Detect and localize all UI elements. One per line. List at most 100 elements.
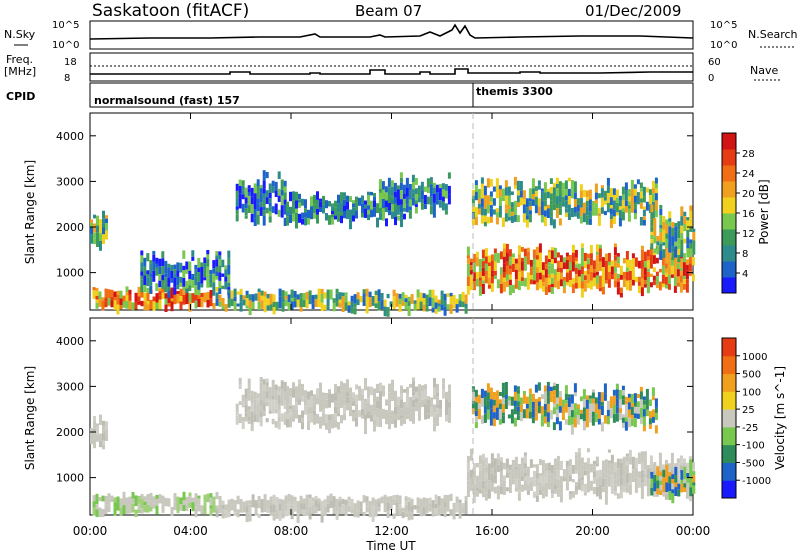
velocity-cell [633,402,637,407]
power-cell [95,295,99,300]
velocity-cell [286,405,289,414]
velocity-cell [380,496,384,504]
power-cell [510,202,514,208]
velocity-cell [604,474,608,479]
velocity-cell [404,512,408,517]
power-cell [143,266,147,276]
velocity-cell [337,405,340,413]
velocity-cell [313,394,316,402]
velocity-cell [358,386,361,393]
velocity-cell [272,494,276,505]
velocity-cell [570,394,574,404]
power-cell [146,287,150,293]
power-cell [260,300,264,309]
velocity-cell [564,403,568,413]
velocity-cell [639,408,643,418]
velocity-cell [642,416,646,426]
velocity-cell [287,493,291,497]
velocity-cell [433,378,436,384]
power-cell [257,288,261,293]
velocity-cell [431,508,435,517]
power-cell [670,265,674,275]
power-cell [662,242,666,246]
power-cell [514,279,518,289]
nsearch-tick-low: 10^0 [710,40,737,51]
power-cell [146,270,150,275]
power-cell [677,229,681,239]
velocity-cell [356,500,360,511]
velocity-cell [347,496,351,501]
power-cell [341,296,345,306]
power-cell [639,182,643,189]
power-cell [583,280,587,289]
velocity-cell [674,463,678,467]
velocity-cell [598,469,602,477]
power-cell [480,207,484,216]
velocity-cell [259,377,263,383]
power-cbar-label: Power [dB] [757,179,771,244]
velocity-cell [656,480,660,489]
power-cell [534,186,538,192]
power-cell [679,267,683,272]
velocity-cell [580,476,584,481]
velocity-cell [685,489,689,499]
power-cell [298,199,301,203]
power-cell [615,189,619,198]
power-cell [93,238,96,245]
power-cell [368,297,372,308]
power-cell [640,249,644,256]
velocity-cell [143,496,147,502]
power-cell [490,273,494,277]
power-cell [619,292,623,298]
velocity-cell [630,415,634,419]
velocity-cell [541,467,545,476]
velocity-cell [383,500,387,509]
power-cell [677,248,681,255]
power-cell [296,294,300,300]
velocity-cell [586,482,590,493]
power-cell [685,259,689,265]
velocity-cell [622,486,626,493]
power-cell [149,285,153,294]
velocity-cell [403,411,406,419]
power-cell [478,267,482,272]
velocity-cell [428,507,432,512]
power-cell [609,219,613,229]
power-cell [630,207,634,213]
velocity-cell [244,398,248,405]
power-cell [245,305,249,309]
velocity-cell [385,415,388,425]
velocity-cell [185,502,189,511]
velocity-cell [215,506,219,510]
power-cell [416,301,420,310]
power-cell [140,291,144,298]
velocity-cell [679,465,683,473]
power-cell [343,211,346,219]
power-cell [308,290,312,297]
power-cell [408,190,412,200]
velocity-cell [531,393,535,402]
power-cell [466,263,470,268]
power-cell [203,277,207,281]
velocity-cell [659,471,663,476]
power-cell [408,210,412,219]
power-cell [653,217,657,227]
velocity-cell [412,407,415,415]
velocity-cell [600,422,604,426]
power-cell [577,276,581,283]
power-cell [218,255,222,260]
power-cell [689,243,693,249]
velocity-cell [107,493,111,499]
power-cell [347,305,351,313]
power-cell [553,257,557,264]
velocity-cell [419,498,423,508]
power-cell [238,201,242,209]
velocity-cell [371,514,375,522]
velocity-cell [262,403,266,412]
velocity-cell [546,391,550,398]
velocity-cell [619,462,623,469]
velocity-cell [269,512,273,516]
power-cell [686,237,690,245]
velocity-cell [436,383,439,393]
velocity-cell [248,507,252,514]
